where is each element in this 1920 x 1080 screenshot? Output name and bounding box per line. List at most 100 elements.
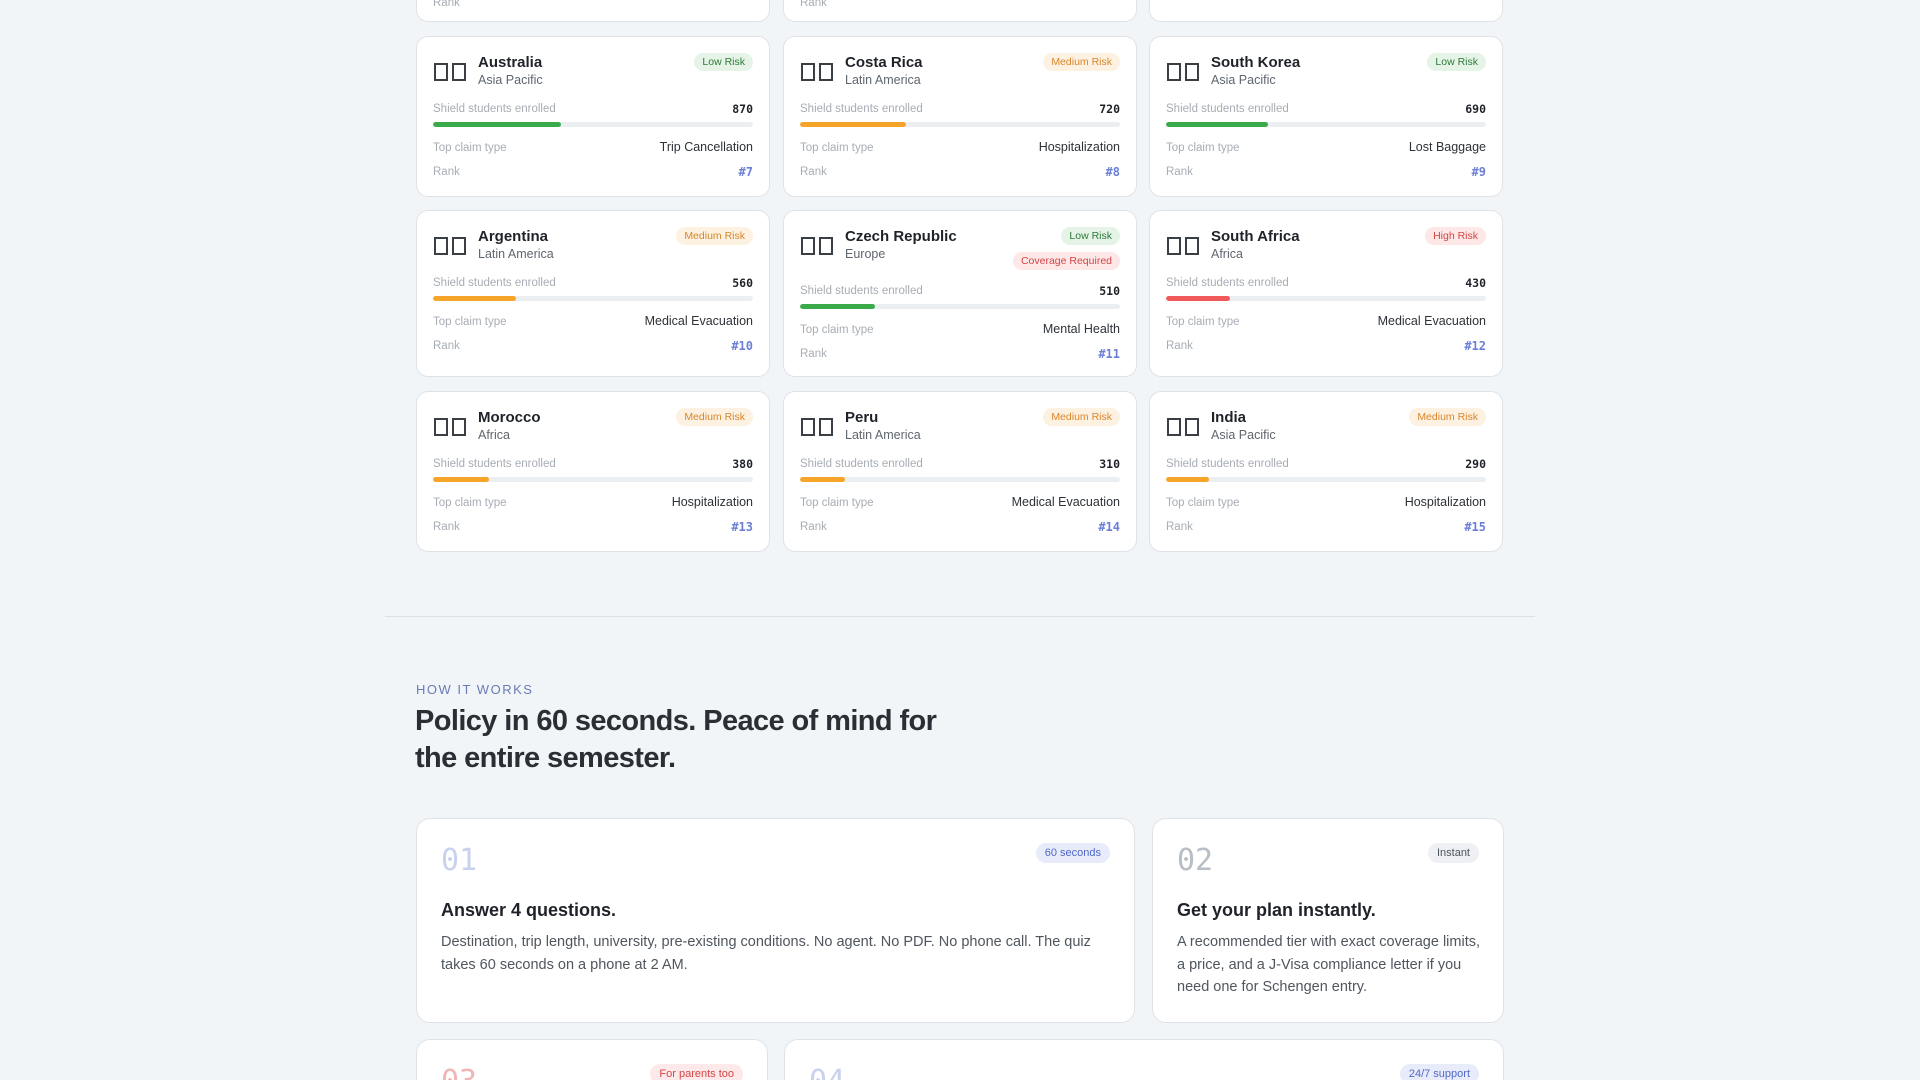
enrolled-label: Shield students enrolled (1166, 277, 1289, 289)
country-region: Europe (845, 247, 886, 261)
country-card[interactable]: Czech Republic Europe Low Risk Coverage … (783, 210, 1137, 377)
risk-badge: Low Risk (1427, 53, 1486, 71)
enrolled-label: Shield students enrolled (800, 103, 923, 115)
country-region: Latin America (845, 73, 921, 87)
step-number: 04 (809, 1064, 845, 1080)
flag-icon (1167, 237, 1199, 255)
country-card[interactable]: Peru Latin America Medium Risk Shield st… (783, 391, 1137, 552)
country-card-partial[interactable] (1149, 0, 1503, 22)
risk-badge: High Risk (1425, 227, 1486, 245)
country-name: Morocco (478, 409, 541, 426)
step-description: A recommended tier with exact coverage l… (1177, 934, 1481, 995)
claim-value: Mental Health (1042, 322, 1120, 336)
country-card[interactable]: South Korea Asia Pacific Low Risk Shield… (1149, 36, 1503, 197)
claim-value: Medical Evacuation (1377, 314, 1486, 328)
country-name: Czech Republic (845, 228, 957, 245)
rank-label: Rank (433, 340, 460, 352)
claim-label: Top claim type (433, 316, 507, 328)
enrolled-count: 380 (732, 457, 753, 471)
country-region: Asia Pacific (478, 73, 543, 87)
step-card: 03 For parents too (416, 1039, 768, 1080)
risk-badge: Low Risk (694, 53, 753, 71)
country-region: Asia Pacific (1211, 428, 1276, 442)
country-card[interactable]: Australia Asia Pacific Low Risk Shield s… (416, 36, 770, 197)
country-name: India (1211, 409, 1247, 426)
enrolled-label: Shield students enrolled (800, 285, 923, 297)
claim-value: Hospitalization (1404, 495, 1486, 509)
risk-badge: Medium Risk (1409, 408, 1486, 426)
country-card[interactable]: Costa Rica Latin America Medium Risk Shi… (783, 36, 1137, 197)
enrolled-bar-fill (1166, 477, 1210, 482)
section-headline: Policy in 60 seconds. Peace of mind for … (415, 705, 937, 774)
claim-label: Top claim type (800, 142, 874, 154)
country-card-partial[interactable]: Rank (416, 0, 770, 22)
claim-label: Top claim type (800, 324, 874, 336)
claim-value: Lost Baggage (1408, 140, 1486, 154)
claim-value: Hospitalization (671, 495, 753, 509)
rank-label: Rank (800, 0, 827, 9)
enrolled-bar-fill (1166, 122, 1269, 127)
step-card: 02 Instant Get your plan instantly. A re… (1152, 818, 1504, 1023)
country-name: Argentina (478, 228, 549, 245)
rank-label: Rank (1166, 166, 1193, 178)
country-region: Asia Pacific (1211, 73, 1276, 87)
country-region: Latin America (478, 247, 554, 261)
rank-value: #11 (1098, 347, 1120, 361)
country-name: South Africa (1211, 228, 1300, 245)
enrolled-bar (1166, 296, 1486, 301)
step-number: 01 (441, 843, 478, 878)
section-divider (385, 616, 1535, 617)
rank-label: Rank (433, 0, 460, 9)
rank-label: Rank (800, 348, 827, 360)
enrolled-label: Shield students enrolled (433, 103, 556, 115)
enrolled-bar-fill (433, 122, 561, 127)
country-region: Africa (478, 428, 510, 442)
rank-value: #15 (1464, 520, 1486, 534)
step-title: Answer 4 questions. (441, 900, 617, 920)
step-card: 01 60 seconds Answer 4 questions. Destin… (416, 818, 1135, 1023)
claim-label: Top claim type (433, 497, 507, 509)
rank-value: #14 (1098, 520, 1120, 534)
rank-value: #13 (731, 520, 753, 534)
rank-value: #9 (1471, 165, 1486, 179)
claim-label: Top claim type (1166, 497, 1240, 509)
enrolled-label: Shield students enrolled (433, 277, 556, 289)
step-card: 04 24/7 support (784, 1039, 1504, 1080)
rank-label: Rank (1166, 340, 1193, 352)
coverage-required-badge: Coverage Required (1012, 252, 1120, 270)
enrolled-bar (1166, 477, 1486, 482)
enrolled-label: Shield students enrolled (1166, 103, 1289, 115)
enrolled-bar-fill (1166, 296, 1230, 301)
country-region: Africa (1211, 247, 1243, 261)
risk-badge: Medium Risk (1043, 53, 1120, 71)
risk-badge: Low Risk (1061, 227, 1120, 245)
step-badge: For parents too (650, 1064, 743, 1080)
enrolled-bar (800, 122, 1120, 127)
enrolled-count: 690 (1465, 102, 1486, 116)
country-name: Costa Rica (845, 54, 923, 71)
enrolled-count: 560 (732, 276, 753, 290)
claim-value: Hospitalization (1038, 140, 1120, 154)
country-card[interactable]: South Africa Africa High Risk Shield stu… (1149, 210, 1503, 377)
claim-label: Top claim type (433, 142, 507, 154)
enrolled-bar-fill (433, 296, 517, 301)
risk-badge: Medium Risk (676, 408, 753, 426)
step-badge: Instant (1427, 843, 1479, 863)
country-card[interactable]: Argentina Latin America Medium Risk Shie… (416, 210, 770, 377)
country-card[interactable]: Morocco Africa Medium Risk Shield studen… (416, 391, 770, 552)
flag-icon (801, 63, 833, 81)
flag-icon (434, 63, 466, 81)
enrolled-label: Shield students enrolled (800, 458, 923, 470)
country-card[interactable]: India Asia Pacific Medium Risk Shield st… (1149, 391, 1503, 552)
step-badge: 60 seconds (1035, 843, 1110, 863)
country-region: Latin America (845, 428, 921, 442)
claim-label: Top claim type (1166, 316, 1240, 328)
country-card-partial[interactable]: Rank (783, 0, 1137, 22)
enrolled-count: 290 (1465, 457, 1486, 471)
rank-label: Rank (800, 166, 827, 178)
rank-label: Rank (433, 166, 460, 178)
rank-label: Rank (800, 521, 827, 533)
flag-icon (1167, 418, 1199, 436)
country-name: South Korea (1211, 54, 1301, 71)
enrolled-bar-fill (800, 477, 845, 482)
